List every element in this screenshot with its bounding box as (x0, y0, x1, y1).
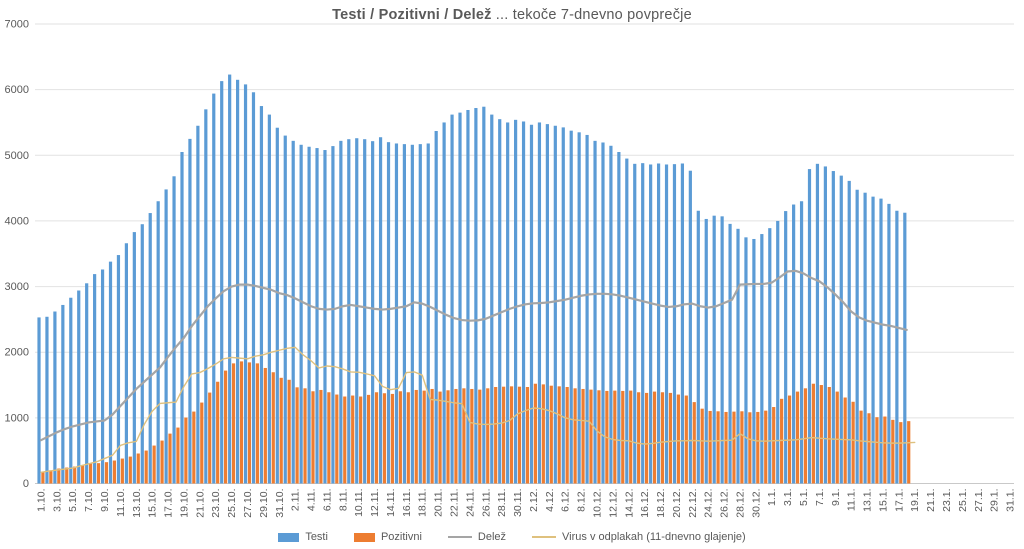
svg-text:22.11.: 22.11. (449, 489, 461, 517)
svg-text:5000: 5000 (5, 150, 29, 162)
svg-text:15.1.: 15.1. (877, 489, 889, 512)
svg-text:18.12.: 18.12. (655, 489, 667, 518)
svg-text:11.1.: 11.1. (846, 489, 858, 512)
x-axis-labels: 1.10. 3.10. 5.10. 7.10. 9.10. 11.10. 13.10. 15.… (35, 489, 1016, 518)
svg-text:7.10.: 7.10. (83, 489, 95, 512)
svg-text:7000: 7000 (5, 19, 29, 31)
svg-text:5.1.: 5.1. (798, 489, 810, 507)
svg-text:16.12.: 16.12. (639, 489, 651, 518)
svg-text:4000: 4000 (5, 215, 29, 227)
svg-text:29.10.: 29.10. (258, 489, 270, 518)
svg-text:12.11.: 12.11. (369, 489, 381, 517)
svg-text:4.11.: 4.11. (306, 489, 318, 512)
svg-text:31.10.: 31.10. (274, 489, 286, 518)
svg-text:23.10.: 23.10. (210, 489, 222, 518)
svg-text:30.12.: 30.12. (750, 489, 762, 518)
virus-line (40, 346, 916, 474)
svg-text:22.12.: 22.12. (687, 489, 699, 518)
svg-text:9.10.: 9.10. (99, 489, 111, 512)
chart-title-regular: ... tekoče 7-dnevno povprečje (491, 7, 692, 23)
chart-title-bold: Testi / Pozitivni / Delež (332, 7, 492, 23)
svg-text:3000: 3000 (5, 281, 29, 293)
svg-text:21.10.: 21.10. (194, 489, 206, 518)
svg-text:1.10.: 1.10. (35, 489, 47, 512)
virus-line-swatch-icon (532, 536, 557, 538)
svg-text:24.12.: 24.12. (703, 489, 715, 518)
svg-text:6000: 6000 (5, 84, 29, 96)
svg-text:17.10.: 17.10. (163, 489, 175, 518)
svg-text:8.12.: 8.12. (576, 489, 588, 512)
svg-text:19.1.: 19.1. (909, 489, 921, 512)
legend-label-delez: Delež (477, 531, 507, 543)
pozitivni-swatch-icon (353, 532, 375, 542)
svg-text:4.12.: 4.12. (544, 489, 556, 512)
delez-line-swatch-icon (447, 536, 472, 538)
svg-text:23.1.: 23.1. (941, 489, 953, 512)
svg-text:2000: 2000 (5, 347, 29, 359)
svg-text:14.11.: 14.11. (385, 489, 397, 517)
svg-text:15.10.: 15.10. (147, 489, 159, 518)
svg-text:16.11.: 16.11. (401, 489, 413, 517)
svg-text:25.10.: 25.10. (226, 489, 238, 518)
svg-text:6.12.: 6.12. (560, 489, 572, 512)
legend-item-delez: Delež (447, 531, 507, 543)
testi-swatch-icon (278, 532, 300, 542)
testi-bars (37, 74, 907, 484)
svg-text:3.10.: 3.10. (51, 489, 63, 512)
legend-label-pozitivni: Pozitivni (380, 531, 422, 543)
svg-text:26.12.: 26.12. (719, 489, 731, 518)
legend-label-virus: Virus v odplakah (11-dnevno glajenje) (562, 531, 746, 543)
svg-text:9.1.: 9.1. (830, 489, 842, 507)
svg-text:21.1.: 21.1. (925, 489, 937, 512)
legend-label-testi: Testi (305, 531, 328, 543)
svg-text:30.11.: 30.11. (512, 489, 524, 517)
svg-text:18.11.: 18.11. (417, 489, 429, 517)
svg-text:27.10.: 27.10. (242, 489, 254, 518)
svg-text:3.1.: 3.1. (782, 489, 794, 507)
y-axis-labels: 0 1000 2000 3000 4000 5000 6000 7000 (5, 19, 29, 491)
chart-title: Testi / Pozitivni / Delež ... tekoče 7-d… (0, 7, 1024, 23)
legend: Testi Pozitivni Delež Virus v odplakah (… (0, 531, 1024, 543)
legend-item-pozitivni: Pozitivni (353, 531, 422, 543)
svg-text:26.11.: 26.11. (480, 489, 492, 517)
svg-text:25.1.: 25.1. (957, 489, 969, 512)
svg-text:1.1.: 1.1. (766, 489, 778, 507)
svg-text:29.1.: 29.1. (989, 489, 1001, 512)
svg-text:13.1.: 13.1. (862, 489, 874, 512)
svg-text:27.1.: 27.1. (973, 489, 985, 512)
svg-text:14.12.: 14.12. (623, 489, 635, 518)
svg-text:8.11.: 8.11. (337, 489, 349, 512)
svg-text:2.11.: 2.11. (290, 489, 302, 512)
svg-text:11.10.: 11.10. (115, 489, 127, 517)
delez-line (39, 269, 908, 442)
svg-text:24.11.: 24.11. (464, 489, 476, 517)
svg-text:12.12.: 12.12. (607, 489, 619, 518)
svg-text:6.11.: 6.11. (321, 489, 333, 512)
svg-text:2.12.: 2.12. (528, 489, 540, 512)
svg-text:13.10.: 13.10. (131, 489, 143, 518)
svg-text:7.1.: 7.1. (814, 489, 826, 507)
svg-text:20.12.: 20.12. (671, 489, 683, 518)
legend-item-virus: Virus v odplakah (11-dnevno glajenje) (532, 531, 746, 543)
svg-text:17.1.: 17.1. (893, 489, 905, 512)
svg-text:28.12.: 28.12. (734, 489, 746, 518)
svg-text:0: 0 (23, 478, 29, 490)
svg-text:10.12.: 10.12. (591, 489, 603, 518)
svg-text:20.11.: 20.11. (433, 489, 445, 517)
svg-text:19.10.: 19.10. (178, 489, 190, 518)
svg-text:10.11.: 10.11. (353, 489, 365, 517)
legend-item-testi: Testi (278, 531, 328, 543)
svg-text:5.10.: 5.10. (67, 489, 79, 512)
svg-text:31.1.: 31.1. (1005, 489, 1017, 512)
svg-text:28.11.: 28.11. (496, 489, 508, 517)
svg-text:1000: 1000 (5, 412, 29, 424)
